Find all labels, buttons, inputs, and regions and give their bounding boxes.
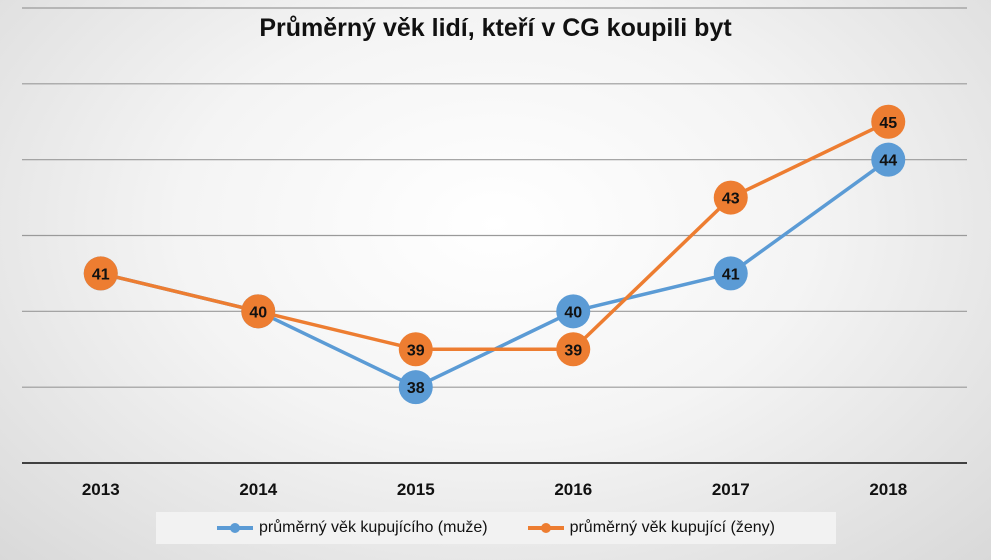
data-label-1: 41: [92, 266, 110, 283]
data-point-1: [871, 104, 906, 139]
legend-item-women: průměrný věk kupující (ženy): [527, 519, 775, 537]
legend-swatch-women: [527, 522, 564, 534]
data-label-0: 44: [879, 153, 897, 170]
data-point-1: [556, 332, 591, 367]
data-point-0: [556, 294, 591, 329]
data-label-1: 43: [722, 191, 740, 208]
data-label-0: 41: [722, 266, 740, 283]
data-point-0: [398, 370, 433, 405]
x-tick-label: 2016: [554, 480, 592, 499]
x-tick-label: 2013: [82, 480, 120, 499]
data-point-0: [871, 142, 906, 177]
x-tick-label: 2017: [712, 480, 750, 499]
plot-area: 2013201420152016201720184140384041444140…: [22, 7, 967, 499]
x-tick-label: 2014: [239, 480, 277, 499]
data-point-1: [83, 256, 118, 291]
data-point-1: [713, 180, 748, 215]
data-point-0: [713, 256, 748, 291]
legend-item-men: průměrný věk kupujícího (muže): [217, 519, 488, 537]
legend-label-men: průměrný věk kupujícího (muže): [259, 519, 488, 536]
data-label-1: 40: [249, 304, 267, 321]
data-point-1: [398, 332, 433, 367]
data-label-0: 38: [407, 380, 425, 397]
series-line-0: [100, 158, 890, 389]
series-line-1: [100, 120, 890, 351]
chart-title: Průměrný věk lidí, kteří v CG koupili by…: [259, 14, 732, 42]
data-point-1: [241, 294, 276, 329]
legend: průměrný věk kupujícího (muže) průměrný …: [156, 512, 836, 544]
data-label-1: 39: [564, 342, 582, 359]
legend-label-women: průměrný věk kupující (ženy): [569, 519, 775, 536]
x-tick-label: 2018: [869, 480, 907, 499]
data-label-1: 45: [879, 115, 897, 132]
data-label-1: 39: [407, 342, 425, 359]
x-tick-label: 2015: [397, 480, 435, 499]
data-label-0: 40: [564, 304, 582, 321]
legend-swatch-men: [217, 522, 254, 534]
